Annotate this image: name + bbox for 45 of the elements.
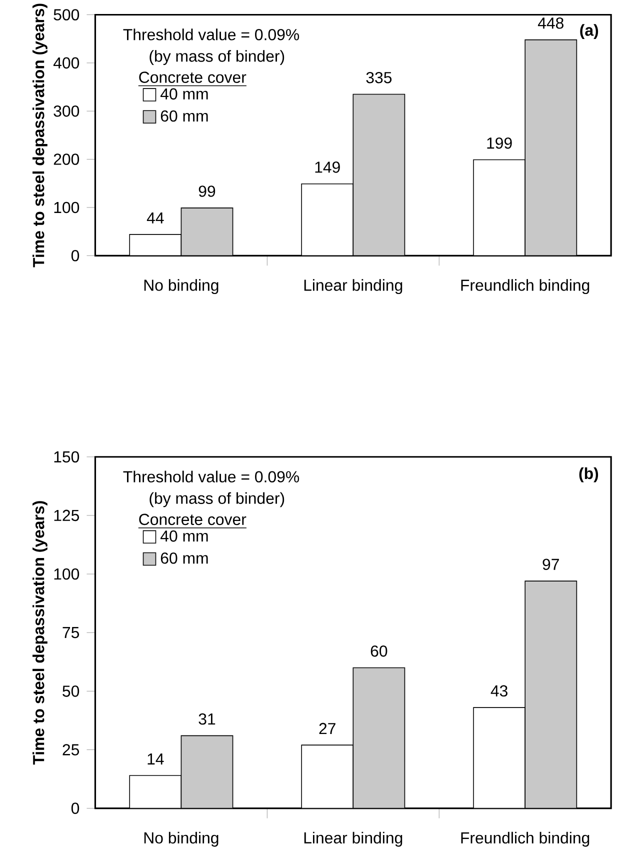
data-label: 60	[370, 645, 388, 657]
legend-label: 40 mm	[160, 88, 208, 100]
y-tick-label: 300	[54, 105, 80, 117]
annotation: Threshold value = 0.09%	[123, 28, 300, 40]
data-label: 149	[315, 162, 340, 173]
x-tick-label: Linear binding	[304, 832, 402, 847]
y-tick-label: 50	[62, 686, 80, 697]
x-tick-label: Freundlich binding	[461, 279, 590, 294]
y-axis-title: Time to steel depassivation (years)	[32, 501, 48, 765]
data-label: 97	[542, 558, 559, 570]
legend-title: Concrete cover	[139, 514, 246, 526]
data-label: 27	[319, 722, 336, 734]
y-tick-label: 125	[54, 510, 80, 522]
data-label: 44	[146, 212, 164, 224]
y-tick-label: 150	[54, 451, 80, 463]
x-tick-label: Freundlich binding	[461, 832, 590, 847]
data-label: 14	[148, 754, 164, 764]
y-tick-label: 75	[62, 627, 80, 638]
y-tick-label: 25	[62, 744, 80, 756]
data-label: 335	[366, 72, 392, 84]
legend-label: 40 mm	[160, 530, 208, 542]
x-tick-label: No binding	[144, 279, 218, 294]
legend-label: 60 mm	[161, 552, 208, 564]
legend-title: Concrete cover	[139, 72, 246, 83]
text: (a)	[580, 24, 598, 40]
text: (b)	[579, 467, 598, 482]
x-tick-label: No binding	[144, 832, 218, 847]
y-tick-label: 400	[54, 57, 80, 69]
data-label: 31	[198, 713, 216, 725]
annotation: (by mass of binder)	[150, 492, 284, 508]
annotation: (by mass of binder)	[150, 50, 284, 65]
x-tick-label: Linear binding	[304, 279, 402, 294]
data-label: 448	[538, 17, 564, 29]
data-label: 99	[198, 186, 216, 197]
y-axis-title: Time to steel depassivation (years)	[32, 4, 48, 268]
y-tick-label: 500	[54, 9, 80, 20]
y-tick-label: 100	[54, 202, 80, 214]
legend-label: 60 mm	[161, 110, 208, 122]
data-label: 199	[487, 137, 512, 149]
annotation: Threshold value = 0.09%	[123, 470, 300, 482]
y-tick-label: 0	[72, 802, 80, 814]
y-tick-label: 0	[72, 250, 80, 262]
y-tick-label: 200	[54, 154, 80, 165]
y-tick-label: 100	[54, 568, 80, 580]
data-label: 43	[490, 685, 508, 697]
